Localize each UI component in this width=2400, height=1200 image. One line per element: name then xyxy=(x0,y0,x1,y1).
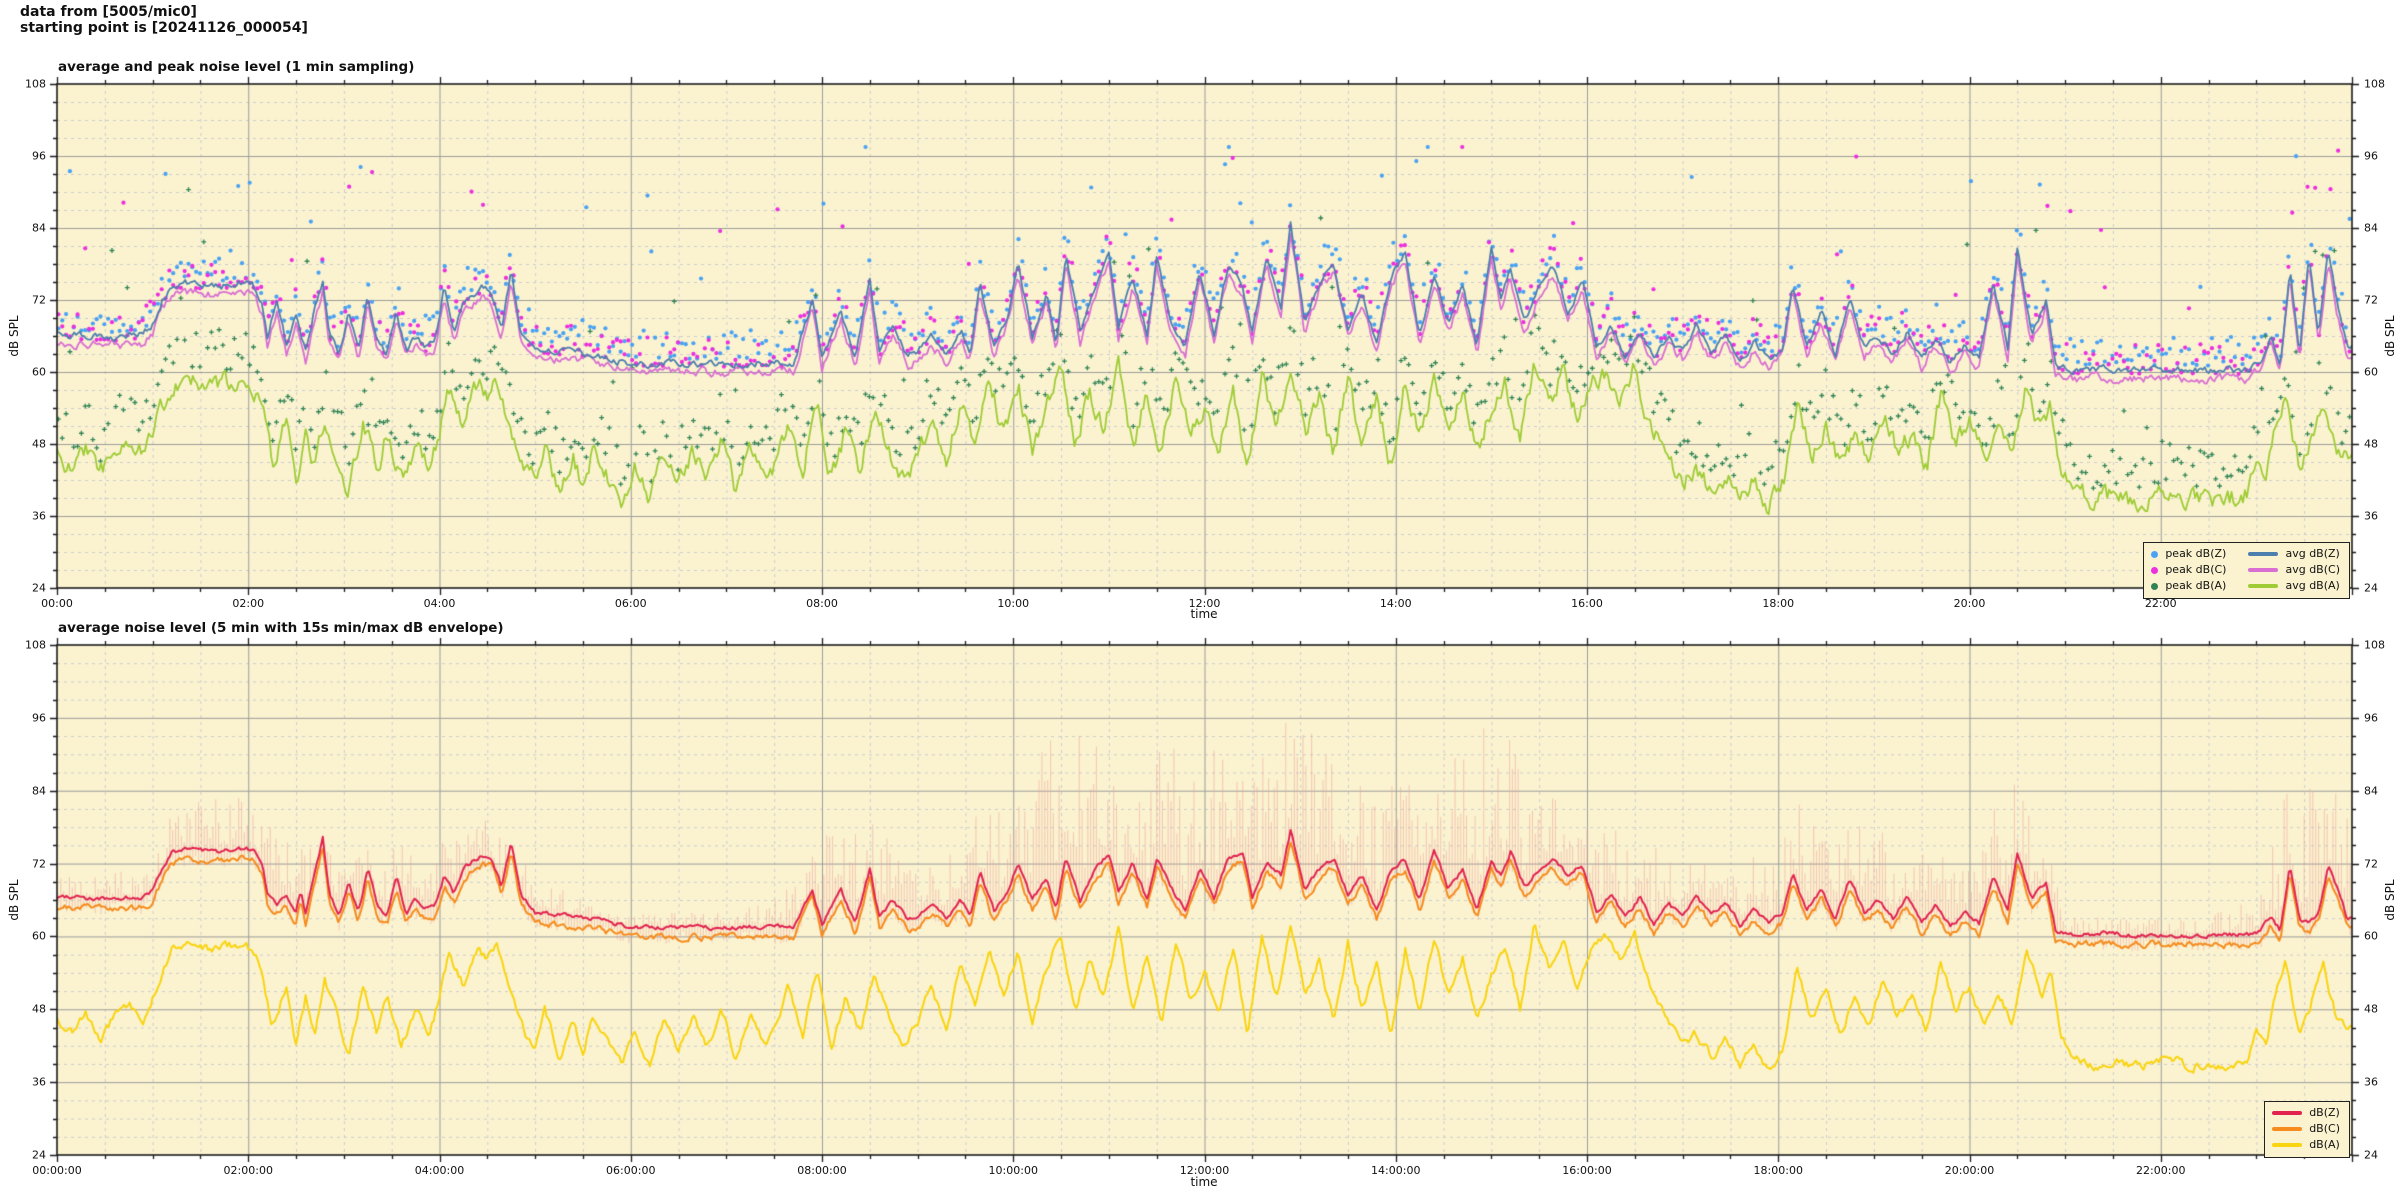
legend-label: peak dB(Z) xyxy=(2165,547,2227,560)
avg-dbz-line-swatch xyxy=(2248,552,2279,556)
x-tick-label: 18:00:00 xyxy=(1753,1164,1803,1177)
y-axis-label-top-right: dB SPL xyxy=(2383,315,2397,357)
x-tick-label: 08:00 xyxy=(806,597,838,610)
y-tick-label-left: 108 xyxy=(25,638,46,652)
x-tick-label: 02:00:00 xyxy=(223,1164,273,1177)
x-tick-label: 10:00:00 xyxy=(988,1164,1038,1177)
x-tick-label: 20:00 xyxy=(1953,597,1986,610)
y-axis-label-top-left: dB SPL xyxy=(7,315,21,357)
y-tick-label-right: 72 xyxy=(2364,857,2378,871)
legend-label: avg dB(A) xyxy=(2285,579,2340,592)
y-tick-label-left: 60 xyxy=(32,929,46,943)
y-tick-label-right: 60 xyxy=(2364,929,2378,943)
x-tick-label: 08:00:00 xyxy=(797,1164,847,1177)
legend-top-chart: peak dB(Z) avg dB(Z) peak dB(C) avg dB(C… xyxy=(2143,542,2350,599)
y-tick-label-left: 84 xyxy=(32,784,46,798)
y-tick-label-left: 108 xyxy=(25,77,46,91)
x-tick-label: 16:00:00 xyxy=(1562,1164,1612,1177)
y-tick-label-left: 72 xyxy=(32,857,46,871)
y-tick-label-left: 24 xyxy=(32,1148,46,1162)
chart-title-bottom: average noise level (5 min with 15s min/… xyxy=(58,620,504,636)
y-axis-label-bottom-right: dB SPL xyxy=(2383,879,2397,921)
y-tick-label-left: 84 xyxy=(32,221,46,235)
header-line2: starting point is [20241126_000054] xyxy=(20,20,308,36)
dbz-line-swatch xyxy=(2272,1111,2303,1115)
legend-label: peak dB(C) xyxy=(2165,563,2227,576)
x-tick-label: 00:00:00 xyxy=(32,1164,82,1177)
x-tick-label: 20:00:00 xyxy=(1944,1164,1995,1177)
peak-dbz-marker-swatch xyxy=(2151,550,2159,558)
x-tick-label: 12:00 xyxy=(1188,597,1221,610)
y-tick-label-right: 36 xyxy=(2364,1075,2378,1089)
x-tick-label: 02:00 xyxy=(232,597,265,610)
x-tick-label: 10:00 xyxy=(997,597,1030,610)
x-tick-label: 00:00 xyxy=(41,597,73,610)
dba-line-swatch xyxy=(2272,1143,2303,1147)
legend-label: peak dB(A) xyxy=(2165,579,2227,592)
y-tick-label-left: 60 xyxy=(32,365,46,379)
x-tick-label: 14:00 xyxy=(1379,597,1412,610)
x-tick-label: 18:00 xyxy=(1762,597,1795,610)
x-tick-label: 14:00:00 xyxy=(1371,1164,1421,1177)
y-tick-label-left: 24 xyxy=(32,581,46,595)
peak-dbc-marker-swatch xyxy=(2151,566,2159,574)
x-tick-label: 22:00:00 xyxy=(2136,1164,2186,1177)
y-axis-label-bottom-left: dB SPL xyxy=(7,879,21,921)
x-tick-label: 06:00:00 xyxy=(606,1164,656,1177)
legend-label: dB(Z) xyxy=(2309,1106,2340,1119)
y-tick-label-right: 48 xyxy=(2364,1002,2378,1016)
x-tick-label: 04:00:00 xyxy=(414,1164,465,1177)
y-tick-label-right: 24 xyxy=(2364,1148,2378,1162)
avg-dba-line-swatch xyxy=(2248,584,2279,588)
peak-dba-marker-swatch xyxy=(2151,582,2159,590)
y-tick-label-left: 96 xyxy=(32,711,46,725)
x-tick-label: 22:00 xyxy=(2144,597,2177,610)
legend-label: avg dB(C) xyxy=(2285,563,2340,576)
avg-dbc-line-swatch xyxy=(2248,568,2279,572)
x-tick-label: 12:00:00 xyxy=(1179,1164,1230,1177)
x-tick-label: 06:00 xyxy=(614,597,647,610)
y-tick-label-right: 60 xyxy=(2364,365,2378,379)
y-tick-label-right: 84 xyxy=(2364,221,2378,235)
header-line1: data from [5005/mic0] xyxy=(20,4,197,20)
y-tick-label-right: 108 xyxy=(2364,638,2385,652)
legend-label: dB(A) xyxy=(2309,1138,2340,1151)
y-tick-label-right: 24 xyxy=(2364,581,2378,595)
y-tick-label-left: 72 xyxy=(32,293,46,307)
y-tick-label-right: 96 xyxy=(2364,149,2378,163)
y-tick-label-left: 96 xyxy=(32,149,46,163)
legend-bottom-chart: dB(Z) dB(C) dB(A) xyxy=(2264,1101,2350,1158)
y-tick-label-right: 36 xyxy=(2364,509,2378,523)
y-tick-label-left: 36 xyxy=(32,1075,46,1089)
y-tick-label-left: 36 xyxy=(32,509,46,523)
legend-label: avg dB(Z) xyxy=(2285,547,2340,560)
y-tick-label-right: 84 xyxy=(2364,784,2378,798)
x-tick-label: 04:00 xyxy=(423,597,456,610)
y-tick-label-left: 48 xyxy=(32,437,46,451)
y-tick-label-right: 96 xyxy=(2364,711,2378,725)
y-tick-label-right: 48 xyxy=(2364,437,2378,451)
legend-label: dB(C) xyxy=(2309,1122,2340,1135)
chart-title-top: average and peak noise level (1 min samp… xyxy=(58,59,415,75)
dbc-line-swatch xyxy=(2272,1127,2303,1131)
y-tick-label-right: 72 xyxy=(2364,293,2378,307)
x-axis-label-top: time xyxy=(1190,607,1218,621)
x-axis-label-bottom: time xyxy=(1190,1175,1218,1189)
y-tick-label-left: 48 xyxy=(32,1002,46,1016)
y-tick-label-right: 108 xyxy=(2364,77,2385,91)
x-tick-label: 16:00 xyxy=(1571,597,1603,610)
